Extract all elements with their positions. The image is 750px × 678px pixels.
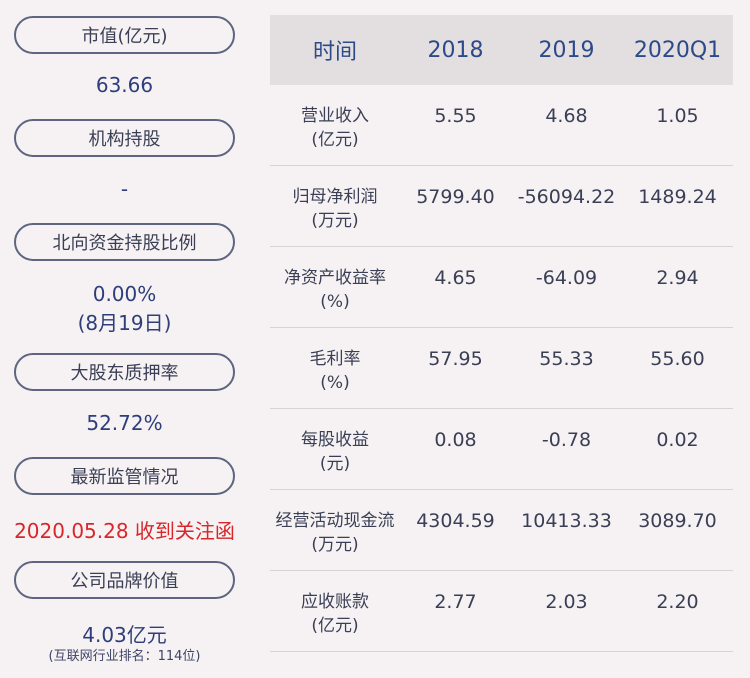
cell-value: 2.77 [434, 591, 477, 613]
table-row: 应收账款 (亿元) 2.77 2.03 2.20 [270, 571, 733, 652]
cell-value: 4304.59 [416, 510, 495, 532]
cell-value: 1489.24 [638, 186, 717, 208]
cell-value: 57.95 [428, 348, 483, 370]
table-row: 净资产收益率 (%) 4.65 -64.09 2.94 [270, 247, 733, 328]
cell-value: 2.20 [656, 591, 699, 613]
cell-value: 10413.33 [521, 510, 612, 532]
regulatory-status-label: 最新监管情况 [14, 457, 235, 495]
table-row: 营业收入 (亿元) 5.55 4.68 1.05 [270, 85, 733, 166]
table-row: 每股收益 (元) 0.08 -0.78 0.02 [270, 409, 733, 490]
cell-value: 0.08 [434, 429, 477, 451]
northbound-ratio-label: 北向资金持股比例 [14, 223, 235, 261]
header-period: 时间 [312, 40, 357, 65]
institutional-holding-value: - [120, 177, 129, 201]
cell-value: 5799.40 [416, 186, 495, 208]
cell-value: 4.68 [545, 105, 588, 127]
cell-value: 1.05 [656, 105, 699, 127]
table-row: 归母净利润 (万元) 5799.40 -56094.22 1489.24 [270, 166, 733, 247]
northbound-ratio-date: (8月19日) [77, 311, 172, 335]
header-2018: 2018 [427, 37, 484, 63]
row-label: 毛利率 (%) [309, 349, 361, 393]
northbound-ratio-value: 0.00% [92, 282, 157, 306]
pledge-rate-label: 大股东质押率 [14, 353, 235, 391]
table-row: 经营活动现金流 (万元) 4304.59 10413.33 3089.70 [270, 490, 733, 571]
row-label: 净资产收益率 (%) [284, 268, 386, 312]
row-label: 营业收入 (亿元) [301, 106, 369, 150]
financial-table: 时间 2018 2019 2020Q1 营业收入 (亿元) 5.55 4.68 1… [270, 15, 733, 652]
cell-value: 4.65 [434, 267, 477, 289]
cell-value: 2.94 [656, 267, 699, 289]
cell-value: -56094.22 [517, 186, 616, 208]
cell-value: 55.60 [650, 348, 705, 370]
market-cap-label: 市值(亿元) [14, 16, 235, 54]
cell-value: -0.78 [541, 429, 592, 451]
institutional-holding-label: 机构持股 [14, 119, 235, 157]
cell-value: 0.02 [656, 429, 699, 451]
header-2019: 2019 [538, 37, 595, 63]
cell-value: -64.09 [535, 267, 598, 289]
row-label: 经营活动现金流 (万元) [275, 511, 395, 555]
cell-value: 55.33 [539, 348, 594, 370]
brand-value-label: 公司品牌价值 [14, 561, 235, 599]
market-cap-value: 63.66 [95, 73, 154, 97]
cell-value: 3089.70 [638, 510, 717, 532]
header-2020q1: 2020Q1 [633, 37, 722, 63]
cell-value: 5.55 [434, 105, 477, 127]
pledge-rate-value: 52.72% [86, 411, 163, 435]
table-header: 时间 2018 2019 2020Q1 [270, 15, 733, 85]
brand-value-value: 4.03亿元 [82, 623, 167, 647]
row-label: 应收账款 (亿元) [301, 592, 369, 636]
regulatory-status-value: 2020.05.28 收到关注函 [14, 519, 235, 543]
table-row: 毛利率 (%) 57.95 55.33 55.60 [270, 328, 733, 409]
brand-value-ranking: (互联网行业排名：114位) [48, 649, 201, 664]
row-label: 归母净利润 (万元) [292, 187, 378, 231]
cell-value: 2.03 [545, 591, 588, 613]
row-label: 每股收益 (元) [301, 430, 369, 474]
